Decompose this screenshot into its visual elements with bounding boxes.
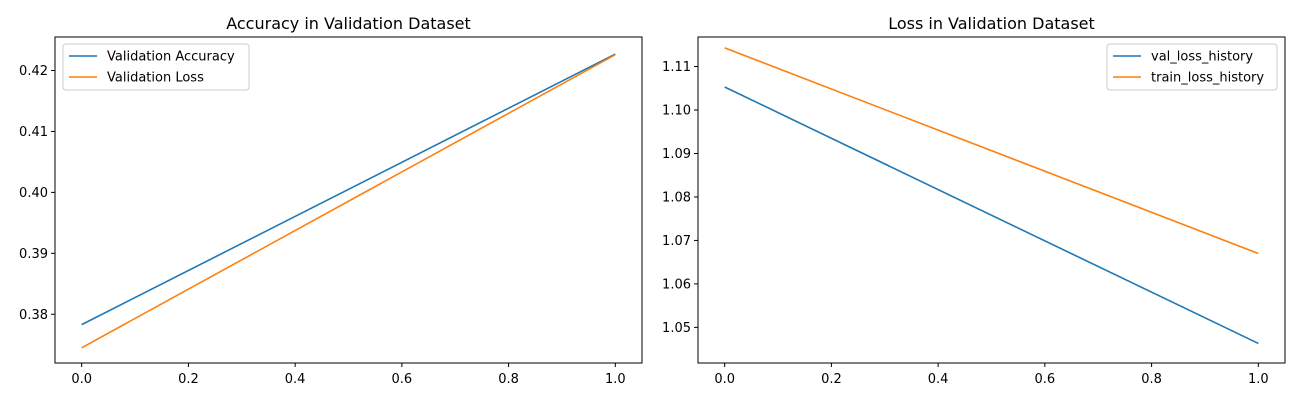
legend-label: Validation Accuracy [107,50,235,65]
y-tick-label: 1.07 [662,234,691,249]
plot-area: 0.0 0.2 0.4 0.6 0.8 1.0 0.38 0.39 0.40 0.41 0.42 Va… [19,36,643,387]
legend: Validation Accuracy Validation Loss [62,43,250,91]
y-tick-label: 1.10 [662,104,691,119]
series-line-train-loss-history [724,47,1259,255]
series-line-val-loss-history [724,86,1259,345]
x-tick-label: 0.4 [928,372,949,387]
series-line-validation-accuracy [81,53,616,326]
series-line-validation-loss [81,53,616,349]
legend-label: Validation Loss [107,71,204,86]
x-tick-label: 1.0 [605,372,626,387]
x-tick-label: 0.0 [71,372,92,387]
y-tick-label: 1.08 [662,190,691,205]
x-tick-label: 0.4 [285,372,306,387]
legend: val_loss_history train_loss_history [1106,43,1278,91]
legend-label: train_loss_history [1151,71,1264,86]
legend-frame [1106,43,1278,91]
legend-label: val_loss_history [1151,50,1253,65]
legend-frame [62,43,250,91]
plot-area: 0.0 0.2 0.4 0.6 0.8 1.0 1.05 1.06 1.07 1.08 1.09 1.… [662,36,1286,387]
y-tick-label: 0.38 [19,308,48,323]
chart-title: Loss in Validation Dataset [888,14,1095,33]
x-tick-label: 0.8 [498,372,519,387]
x-tick-label: 0.2 [821,372,842,387]
loss-chart: Loss in Validation Dataset 0.0 0.2 0.4 0.6 0… [662,14,1286,387]
y-tick-label: 1.11 [662,60,691,75]
accuracy-chart: Accuracy in Validation Dataset 0.0 0.2 0.4… [19,14,643,387]
y-tick-label: 0.40 [19,186,48,201]
x-tick-label: 0.2 [178,372,199,387]
chart-title: Accuracy in Validation Dataset [226,14,471,33]
x-tick-label: 0.0 [714,372,735,387]
axes-frame [54,36,643,364]
x-tick-label: 0.6 [1035,372,1056,387]
y-tick-label: 0.42 [19,64,48,79]
x-tick-label: 1.0 [1248,372,1269,387]
x-tick-label: 0.6 [392,372,413,387]
axes-frame [697,36,1286,364]
y-tick-label: 1.09 [662,147,691,162]
y-tick-label: 0.41 [19,125,48,140]
y-tick-label: 1.06 [662,277,691,292]
y-tick-label: 0.39 [19,247,48,262]
x-tick-label: 0.8 [1141,372,1162,387]
y-tick-label: 1.05 [662,321,691,336]
